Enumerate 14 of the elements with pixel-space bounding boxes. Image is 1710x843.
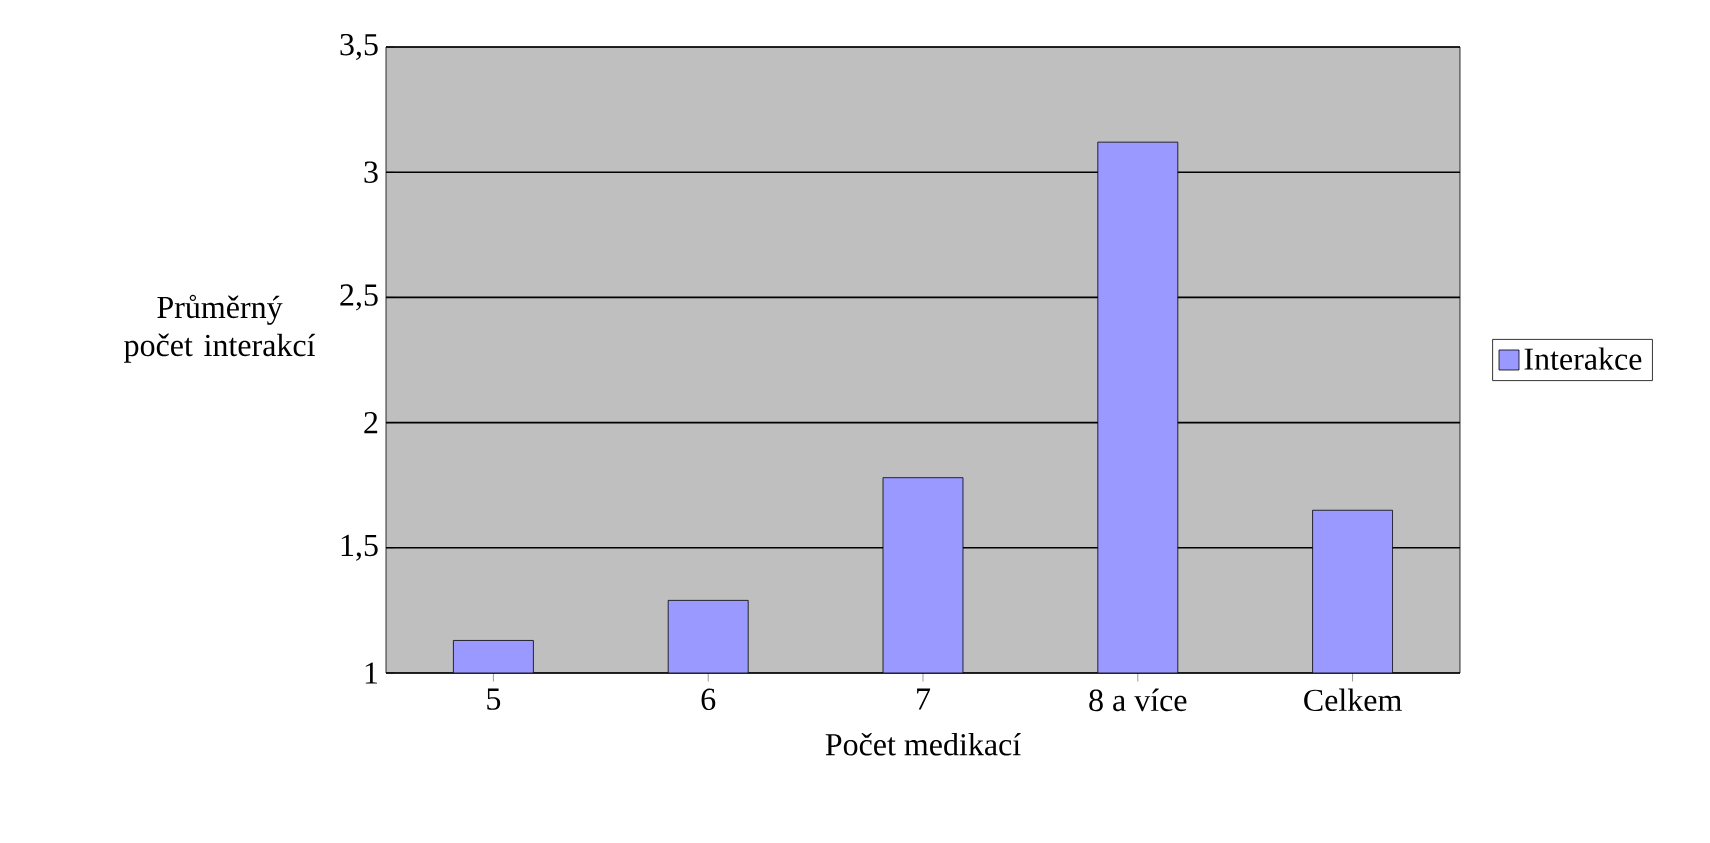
x-tick-label: 6	[701, 688, 716, 711]
y-tick-label: 3,5	[340, 33, 378, 61]
x-tick-label: 8 a více	[1089, 688, 1187, 712]
legend-label: Interakce	[1524, 347, 1642, 370]
y-tick-label: 2,5	[340, 284, 378, 311]
y-tick-label: 2	[364, 412, 378, 434]
x-tick-label: Celkem	[1304, 688, 1402, 712]
y-tick-label: 3	[364, 161, 378, 183]
y-tick-label: 1,5	[341, 534, 378, 561]
x-axis-title: Počet medikací	[825, 732, 1021, 756]
y-tick-label: 1	[365, 662, 378, 684]
x-tick-label: 5	[487, 688, 501, 710]
y-axis-title: Průměrný počet interakcí	[124, 294, 316, 363]
x-tick-label: 7	[917, 688, 931, 710]
